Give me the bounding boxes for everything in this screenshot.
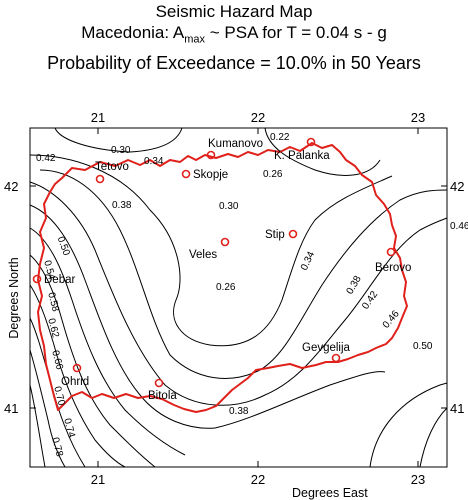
contour-label: 0.34: [299, 250, 317, 273]
x-tick-bottom-23: 23: [411, 472, 425, 487]
city-label-k-palanka: K. Palanka: [274, 150, 330, 162]
city-marker: [181, 169, 191, 179]
contour-line: [29, 204, 216, 429]
map-subtitle: Macedonia: Amax ~ PSA for T = 0.04 s - g: [0, 23, 468, 45]
city-marker: [288, 229, 298, 239]
city-label-ohrid: Ohrid: [61, 376, 89, 388]
contour-line: [39, 169, 448, 379]
contour-line: [419, 407, 448, 468]
country-border: [37, 142, 408, 413]
subtitle-prefix: Macedonia: A: [81, 23, 185, 42]
city-label-kumanovo: Kumanovo: [208, 138, 263, 150]
city-marker: [220, 237, 230, 247]
contour-line: [29, 349, 66, 468]
x-tick-top-21: 21: [91, 110, 105, 125]
subtitle-subscript: max: [184, 33, 206, 46]
city-label-veles: Veles: [189, 249, 217, 261]
contour-label: 0.70: [51, 385, 67, 407]
contour-label: 0.50: [55, 235, 72, 257]
contour-line: [29, 284, 126, 468]
contour-label: 0.42: [360, 289, 380, 312]
contour-line: [29, 254, 156, 468]
contour-label: 0.46: [450, 221, 468, 232]
contour-label: 0.26: [216, 282, 236, 293]
city-label-gevgelija: Gevgelija: [302, 342, 351, 354]
contour-label: 0.22: [270, 132, 290, 143]
x-tick-bottom-21: 21: [91, 472, 105, 487]
y-tick-left-41: 41: [4, 401, 18, 416]
contour-label: 0.34: [144, 156, 164, 167]
contour-line: [29, 227, 186, 456]
x-tick-bottom-22: 22: [251, 472, 265, 487]
y-tick-left-42: 42: [4, 179, 18, 194]
contour-label: 0.58: [45, 291, 61, 313]
y-tick-right-41: 41: [450, 401, 464, 416]
contour-label: 0.26: [263, 169, 283, 180]
city-marker: [72, 363, 82, 373]
x-axis-label: Degrees East: [292, 486, 368, 500]
city-label-berovo: Berovo: [375, 262, 411, 274]
contour-line: [214, 371, 386, 429]
city-marker: [206, 150, 216, 160]
contour-line: [54, 127, 183, 153]
city-label-skopje: Skopje: [193, 169, 228, 181]
contour-line: [264, 127, 381, 176]
contour-label: 0.74: [61, 417, 77, 439]
city-label-debar: Debar: [44, 274, 75, 286]
x-tick-top-22: 22: [251, 110, 265, 125]
contour-label: 0.38: [345, 274, 364, 297]
y-tick-right-42: 42: [450, 179, 464, 194]
city-marker: [32, 274, 42, 284]
contour-line: [29, 154, 393, 347]
city-markers: [32, 137, 396, 388]
map-title: Seismic Hazard Map: [155, 2, 313, 21]
contour-line: [29, 181, 448, 406]
probability-caption: Probability of Exceedance = 10.0% in 50 …: [47, 53, 421, 73]
y-axis-label: Degrees North: [7, 257, 21, 338]
contour-line: [369, 382, 448, 468]
city-label-stip: Stip: [265, 229, 285, 241]
contour-label: 0.30: [111, 145, 131, 156]
subtitle-suffix: ~ PSA for T = 0.04 s - g: [205, 23, 387, 42]
contour-label: 0.66: [49, 349, 65, 371]
contour-label: 0.38: [229, 406, 249, 417]
contour-line: [29, 384, 46, 468]
contour-label: 0.42: [36, 153, 56, 164]
tick-marks: [30, 128, 447, 467]
city-marker: [95, 174, 105, 184]
map-frame: [29, 127, 448, 468]
contour-label: 0.38: [112, 200, 132, 211]
contour-label: 0.50: [413, 341, 433, 352]
city-marker: [306, 137, 316, 147]
city-label-tetovo: Tetovo: [95, 161, 129, 173]
contour-label: 0.54: [41, 259, 57, 281]
x-tick-top-23: 23: [411, 110, 425, 125]
city-marker: [154, 378, 164, 388]
contour-label: 0.78: [49, 436, 65, 458]
city-label-bitola: Bitola: [148, 390, 177, 402]
contour-label: 0.30: [219, 201, 239, 212]
contour-label: 0.62: [45, 317, 61, 339]
city-marker: [386, 247, 396, 257]
city-marker: [331, 353, 341, 363]
